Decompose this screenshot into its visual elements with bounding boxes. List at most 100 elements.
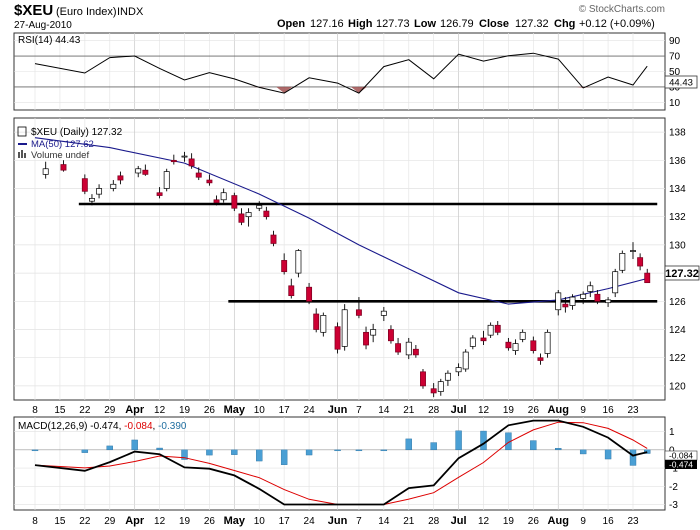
- macd-histogram-bar: [480, 430, 487, 451]
- high-label: High: [348, 18, 373, 30]
- x-tick-label: 26: [204, 516, 216, 527]
- candle: [487, 322, 494, 338]
- macd-histogram-bar: [280, 449, 288, 465]
- x-tick-label: 15: [54, 516, 66, 527]
- macd-histogram-bar: [81, 449, 89, 453]
- rsi-legend: RSI(14) 44.43: [18, 35, 81, 46]
- x-tick-label: Apr: [125, 515, 145, 527]
- x-tick-label: May: [224, 404, 246, 416]
- candle: [405, 337, 412, 360]
- open-label: Open: [277, 18, 305, 30]
- candle: [213, 195, 220, 206]
- candle: [569, 294, 576, 310]
- rsi-tick-label: 50: [669, 67, 681, 78]
- macd-histogram-bar: [305, 449, 313, 456]
- open-value: 127.16: [310, 18, 344, 30]
- legend-price: $XEU (Daily) 127.32: [31, 127, 123, 138]
- candle: [60, 160, 67, 172]
- x-tick-label: 10: [254, 516, 266, 527]
- candle: [363, 326, 369, 350]
- x-tick-label: 19: [179, 516, 191, 527]
- candle: [494, 321, 501, 336]
- candle: [341, 304, 348, 351]
- x-axis-middle: 8 15 22 29 Apr 12 19 26 May 10 17 24 Jun 7 14 21 28 Jul 12…: [32, 404, 639, 416]
- x-tick-label: 8: [32, 405, 38, 416]
- x-tick-label: 19: [179, 405, 191, 416]
- candle: [256, 201, 263, 212]
- x-tick-label: 10: [254, 405, 266, 416]
- macd-tick-label: -3: [669, 500, 678, 511]
- price-tick-label: 120: [669, 381, 686, 392]
- candle: [469, 335, 476, 350]
- macd-histogram-bar: [206, 449, 213, 456]
- candle: [380, 306, 387, 322]
- candle: [117, 171, 124, 185]
- x-tick-label: 29: [104, 405, 116, 416]
- x-tick-label: 14: [378, 516, 390, 527]
- candle: [430, 383, 437, 398]
- candle: [188, 153, 195, 169]
- candle: [637, 253, 644, 271]
- candle: [81, 174, 88, 195]
- x-tick-label: 16: [603, 405, 615, 416]
- x-tick-label: 21: [403, 405, 415, 416]
- x-tick-label: 28: [428, 405, 440, 416]
- macd-legend: MACD(12,26,9) -0.474, -0.084, -0.390: [18, 421, 187, 432]
- x-tick-label: 23: [627, 405, 639, 416]
- candle: [238, 208, 245, 226]
- macd-histogram-bar: [256, 449, 263, 462]
- macd-tick-label: -2: [669, 482, 678, 493]
- candle: [630, 242, 636, 259]
- candle: [594, 290, 601, 305]
- x-tick-label: 12: [154, 516, 166, 527]
- x-tick-label: Jul: [451, 404, 467, 416]
- macd-histogram-bar: [579, 449, 587, 455]
- chg-label: Chg: [554, 18, 575, 30]
- candle: [587, 281, 594, 298]
- candle: [462, 349, 469, 372]
- rsi-tick-label: 90: [669, 36, 681, 47]
- candle: [110, 180, 117, 192]
- candle: [220, 188, 227, 203]
- macd-histogram-bar: [231, 449, 238, 455]
- candle: [288, 278, 295, 299]
- x-tick-label: 19: [503, 516, 515, 527]
- candle: [605, 297, 612, 307]
- candle: [355, 297, 362, 319]
- macd-value-badge: -0.474: [669, 460, 693, 470]
- candle: [480, 330, 487, 346]
- candle: [412, 345, 419, 358]
- rsi-oversold-fill: [251, 86, 592, 94]
- close-label: Close: [479, 18, 509, 30]
- rsi-tick-label: 10: [669, 98, 681, 109]
- candle: [263, 206, 270, 220]
- macd-line: [34, 419, 648, 506]
- macd-histogram-bar: [31, 449, 39, 452]
- candle: [142, 164, 149, 176]
- candle: [580, 291, 587, 305]
- x-tick-label: 12: [478, 405, 490, 416]
- macd-histogram-bar: [355, 449, 363, 452]
- low-value: 126.79: [440, 18, 474, 30]
- x-tick-label: Jul: [451, 515, 467, 527]
- candle: [181, 151, 188, 162]
- price-current-badge: 127.32: [665, 268, 699, 280]
- x-tick-label: 16: [603, 516, 615, 527]
- x-tick-label: Jun: [328, 404, 348, 416]
- exchange-label: INDX: [117, 6, 144, 18]
- price-tick-label: 126: [669, 297, 686, 308]
- macd-histogram-bar: [644, 449, 651, 454]
- rsi-panel: RSI(14) 44.43 9070503010 44.43: [13, 32, 698, 111]
- x-tick-label: Aug: [548, 515, 569, 527]
- candle: [644, 268, 651, 284]
- x-tick-label: 7: [356, 516, 362, 527]
- x-tick-label: 26: [528, 516, 540, 527]
- macd-histogram-bar: [106, 445, 113, 451]
- candle: [370, 323, 377, 343]
- close-value: 127.32: [515, 18, 549, 30]
- low-label: Low: [414, 18, 436, 30]
- candle: [612, 268, 619, 298]
- x-tick-label: 12: [478, 516, 490, 527]
- legend-volume: Volume undef: [31, 150, 89, 161]
- macd-tick-label: 1: [669, 427, 675, 438]
